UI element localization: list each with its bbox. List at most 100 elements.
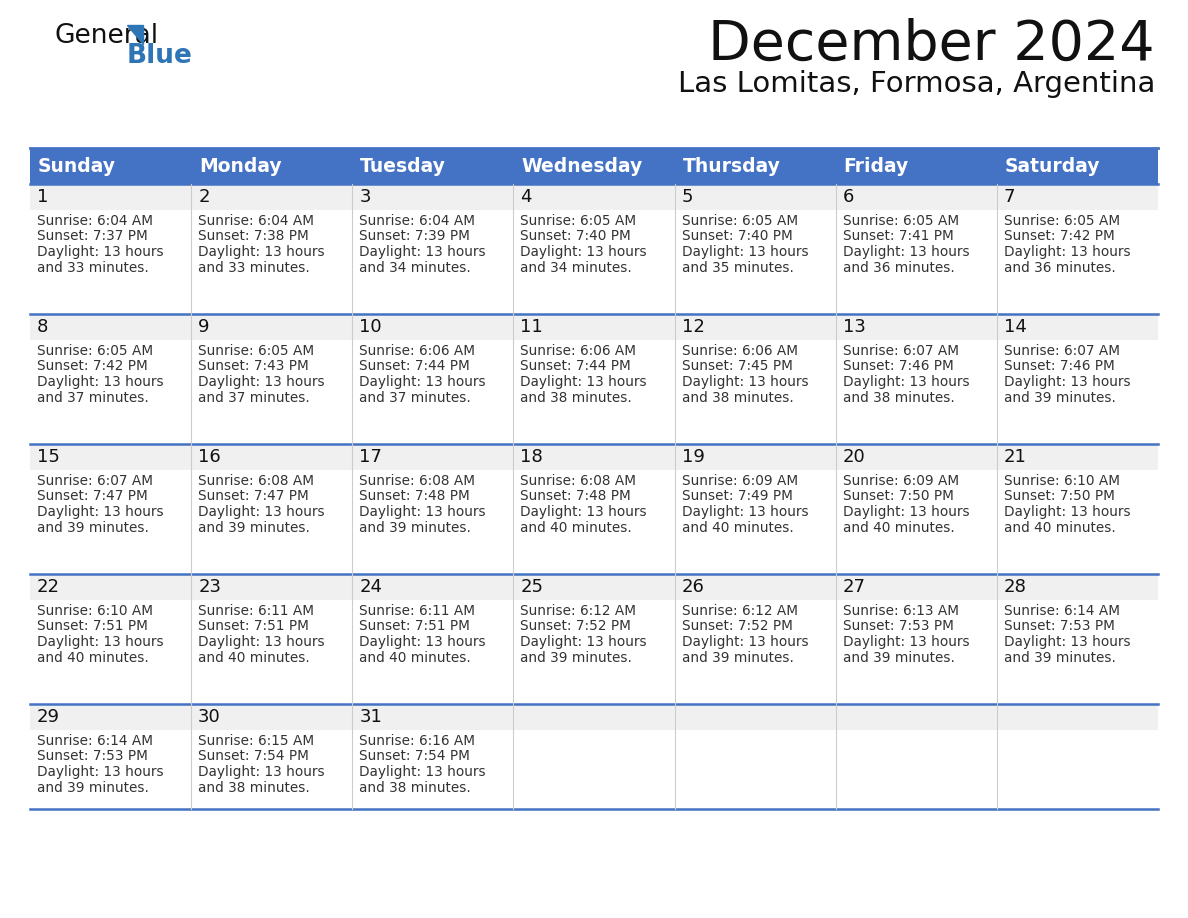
Bar	[513, 574, 675, 704]
Text: Sunset: 7:46 PM: Sunset: 7:46 PM	[1004, 360, 1114, 374]
Bar	[835, 444, 997, 470]
Text: and 40 minutes.: and 40 minutes.	[682, 521, 794, 534]
Bar	[30, 574, 191, 704]
Text: Daylight: 13 hours: Daylight: 13 hours	[842, 635, 969, 649]
Text: Daylight: 13 hours: Daylight: 13 hours	[682, 635, 808, 649]
Text: Daylight: 13 hours: Daylight: 13 hours	[520, 375, 647, 389]
Text: Sunset: 7:53 PM: Sunset: 7:53 PM	[842, 620, 954, 633]
Text: Sunrise: 6:05 AM: Sunrise: 6:05 AM	[682, 214, 797, 228]
Text: Thursday: Thursday	[683, 156, 781, 175]
Text: 7: 7	[1004, 188, 1016, 206]
Bar	[353, 574, 513, 600]
Text: Daylight: 13 hours: Daylight: 13 hours	[682, 375, 808, 389]
Text: Sunrise: 6:10 AM: Sunrise: 6:10 AM	[37, 604, 153, 618]
Bar	[513, 444, 675, 470]
Text: December 2024: December 2024	[708, 18, 1155, 72]
Bar	[30, 444, 191, 470]
Text: Sunset: 7:48 PM: Sunset: 7:48 PM	[359, 489, 470, 503]
Text: and 39 minutes.: and 39 minutes.	[359, 521, 472, 534]
Text: Daylight: 13 hours: Daylight: 13 hours	[682, 505, 808, 519]
Text: Sunset: 7:50 PM: Sunset: 7:50 PM	[1004, 489, 1114, 503]
Text: Daylight: 13 hours: Daylight: 13 hours	[198, 505, 324, 519]
Bar	[997, 444, 1158, 574]
Text: 24: 24	[359, 578, 383, 596]
Text: Sunrise: 6:12 AM: Sunrise: 6:12 AM	[682, 604, 797, 618]
Text: Sunset: 7:42 PM: Sunset: 7:42 PM	[1004, 230, 1114, 243]
Text: and 37 minutes.: and 37 minutes.	[198, 390, 310, 405]
Text: Daylight: 13 hours: Daylight: 13 hours	[198, 375, 324, 389]
Text: Sunrise: 6:11 AM: Sunrise: 6:11 AM	[359, 604, 475, 618]
Bar	[997, 314, 1158, 340]
Text: Daylight: 13 hours: Daylight: 13 hours	[842, 375, 969, 389]
Bar	[353, 704, 513, 730]
Text: Sunrise: 6:15 AM: Sunrise: 6:15 AM	[198, 734, 315, 748]
Text: Sunset: 7:53 PM: Sunset: 7:53 PM	[37, 749, 147, 764]
Text: and 35 minutes.: and 35 minutes.	[682, 261, 794, 274]
Text: Daylight: 13 hours: Daylight: 13 hours	[682, 245, 808, 259]
Text: Sunrise: 6:09 AM: Sunrise: 6:09 AM	[682, 474, 797, 488]
Bar	[513, 704, 675, 730]
Text: Sunset: 7:43 PM: Sunset: 7:43 PM	[198, 360, 309, 374]
Bar	[353, 314, 513, 340]
Text: and 39 minutes.: and 39 minutes.	[842, 651, 955, 665]
Text: and 39 minutes.: and 39 minutes.	[1004, 390, 1116, 405]
Polygon shape	[127, 25, 143, 44]
Text: Sunday: Sunday	[38, 156, 116, 175]
Text: Sunset: 7:54 PM: Sunset: 7:54 PM	[359, 749, 470, 764]
Text: Las Lomitas, Formosa, Argentina: Las Lomitas, Formosa, Argentina	[677, 70, 1155, 98]
Bar	[675, 184, 835, 210]
Bar	[191, 704, 353, 730]
Text: Sunset: 7:40 PM: Sunset: 7:40 PM	[682, 230, 792, 243]
Bar	[835, 574, 997, 600]
Text: and 39 minutes.: and 39 minutes.	[1004, 651, 1116, 665]
Text: Friday: Friday	[843, 156, 909, 175]
Text: Sunrise: 6:07 AM: Sunrise: 6:07 AM	[1004, 344, 1120, 358]
Bar	[835, 574, 997, 704]
Text: Daylight: 13 hours: Daylight: 13 hours	[359, 765, 486, 779]
Bar	[835, 704, 997, 809]
Text: Daylight: 13 hours: Daylight: 13 hours	[359, 245, 486, 259]
Text: Blue: Blue	[127, 43, 192, 69]
Text: Sunrise: 6:10 AM: Sunrise: 6:10 AM	[1004, 474, 1120, 488]
Text: Sunrise: 6:06 AM: Sunrise: 6:06 AM	[520, 344, 637, 358]
Bar	[997, 704, 1158, 809]
Text: 6: 6	[842, 188, 854, 206]
Text: and 39 minutes.: and 39 minutes.	[198, 521, 310, 534]
Text: Daylight: 13 hours: Daylight: 13 hours	[842, 245, 969, 259]
Text: Sunrise: 6:06 AM: Sunrise: 6:06 AM	[682, 344, 797, 358]
Text: and 40 minutes.: and 40 minutes.	[842, 521, 954, 534]
Text: Sunrise: 6:05 AM: Sunrise: 6:05 AM	[1004, 214, 1120, 228]
Text: 14: 14	[1004, 318, 1026, 336]
Text: Daylight: 13 hours: Daylight: 13 hours	[1004, 375, 1131, 389]
Text: Daylight: 13 hours: Daylight: 13 hours	[1004, 505, 1131, 519]
Text: Daylight: 13 hours: Daylight: 13 hours	[37, 505, 164, 519]
Bar	[191, 184, 353, 314]
Bar	[191, 704, 353, 809]
Text: 1: 1	[37, 188, 49, 206]
Text: Sunrise: 6:06 AM: Sunrise: 6:06 AM	[359, 344, 475, 358]
Text: Sunrise: 6:13 AM: Sunrise: 6:13 AM	[842, 604, 959, 618]
Text: and 39 minutes.: and 39 minutes.	[520, 651, 632, 665]
Bar	[353, 314, 513, 444]
Text: Sunset: 7:41 PM: Sunset: 7:41 PM	[842, 230, 954, 243]
Bar	[353, 574, 513, 704]
Bar	[835, 184, 997, 314]
Text: Daylight: 13 hours: Daylight: 13 hours	[37, 375, 164, 389]
Bar	[835, 184, 997, 210]
Bar	[30, 148, 1158, 184]
Text: 11: 11	[520, 318, 543, 336]
Text: Daylight: 13 hours: Daylight: 13 hours	[198, 635, 324, 649]
Text: 31: 31	[359, 708, 383, 726]
Text: Saturday: Saturday	[1005, 156, 1100, 175]
Text: 30: 30	[198, 708, 221, 726]
Text: Daylight: 13 hours: Daylight: 13 hours	[198, 245, 324, 259]
Text: Sunrise: 6:16 AM: Sunrise: 6:16 AM	[359, 734, 475, 748]
Text: 9: 9	[198, 318, 209, 336]
Text: Sunset: 7:44 PM: Sunset: 7:44 PM	[359, 360, 470, 374]
Text: 28: 28	[1004, 578, 1026, 596]
Text: and 38 minutes.: and 38 minutes.	[359, 780, 470, 794]
Bar	[30, 444, 191, 574]
Text: 23: 23	[198, 578, 221, 596]
Text: and 38 minutes.: and 38 minutes.	[520, 390, 632, 405]
Text: Sunset: 7:51 PM: Sunset: 7:51 PM	[198, 620, 309, 633]
